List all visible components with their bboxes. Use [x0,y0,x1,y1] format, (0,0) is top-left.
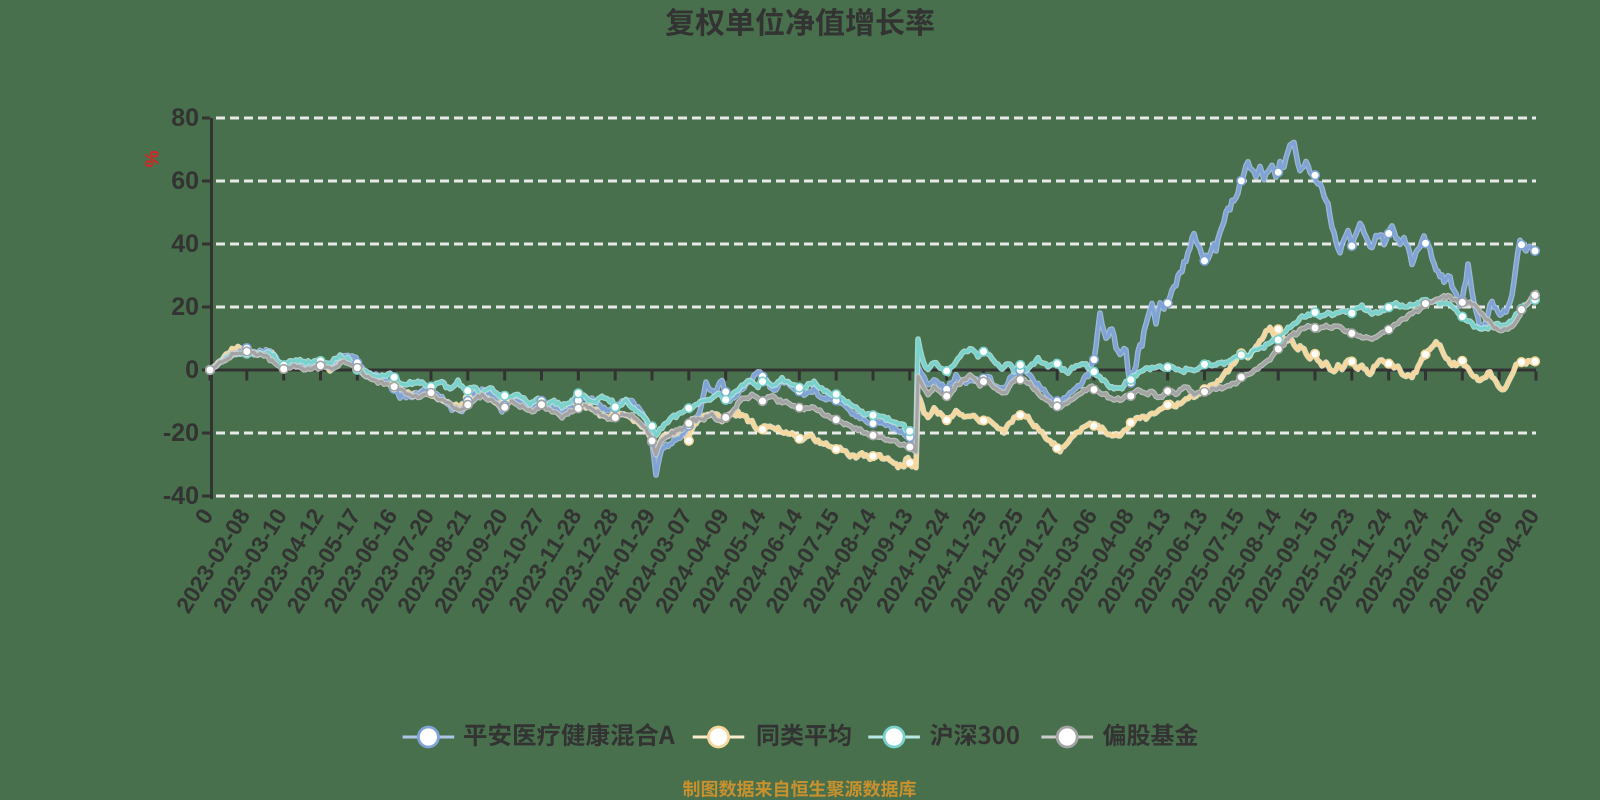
svg-text:40: 40 [171,230,199,258]
svg-text:-20: -20 [163,419,199,447]
svg-text:0: 0 [185,356,199,384]
svg-text:60: 60 [171,167,199,195]
svg-text:%: % [140,151,161,168]
svg-text:-40: -40 [163,482,199,510]
svg-text:20: 20 [171,293,199,321]
svg-text:80: 80 [171,104,199,132]
